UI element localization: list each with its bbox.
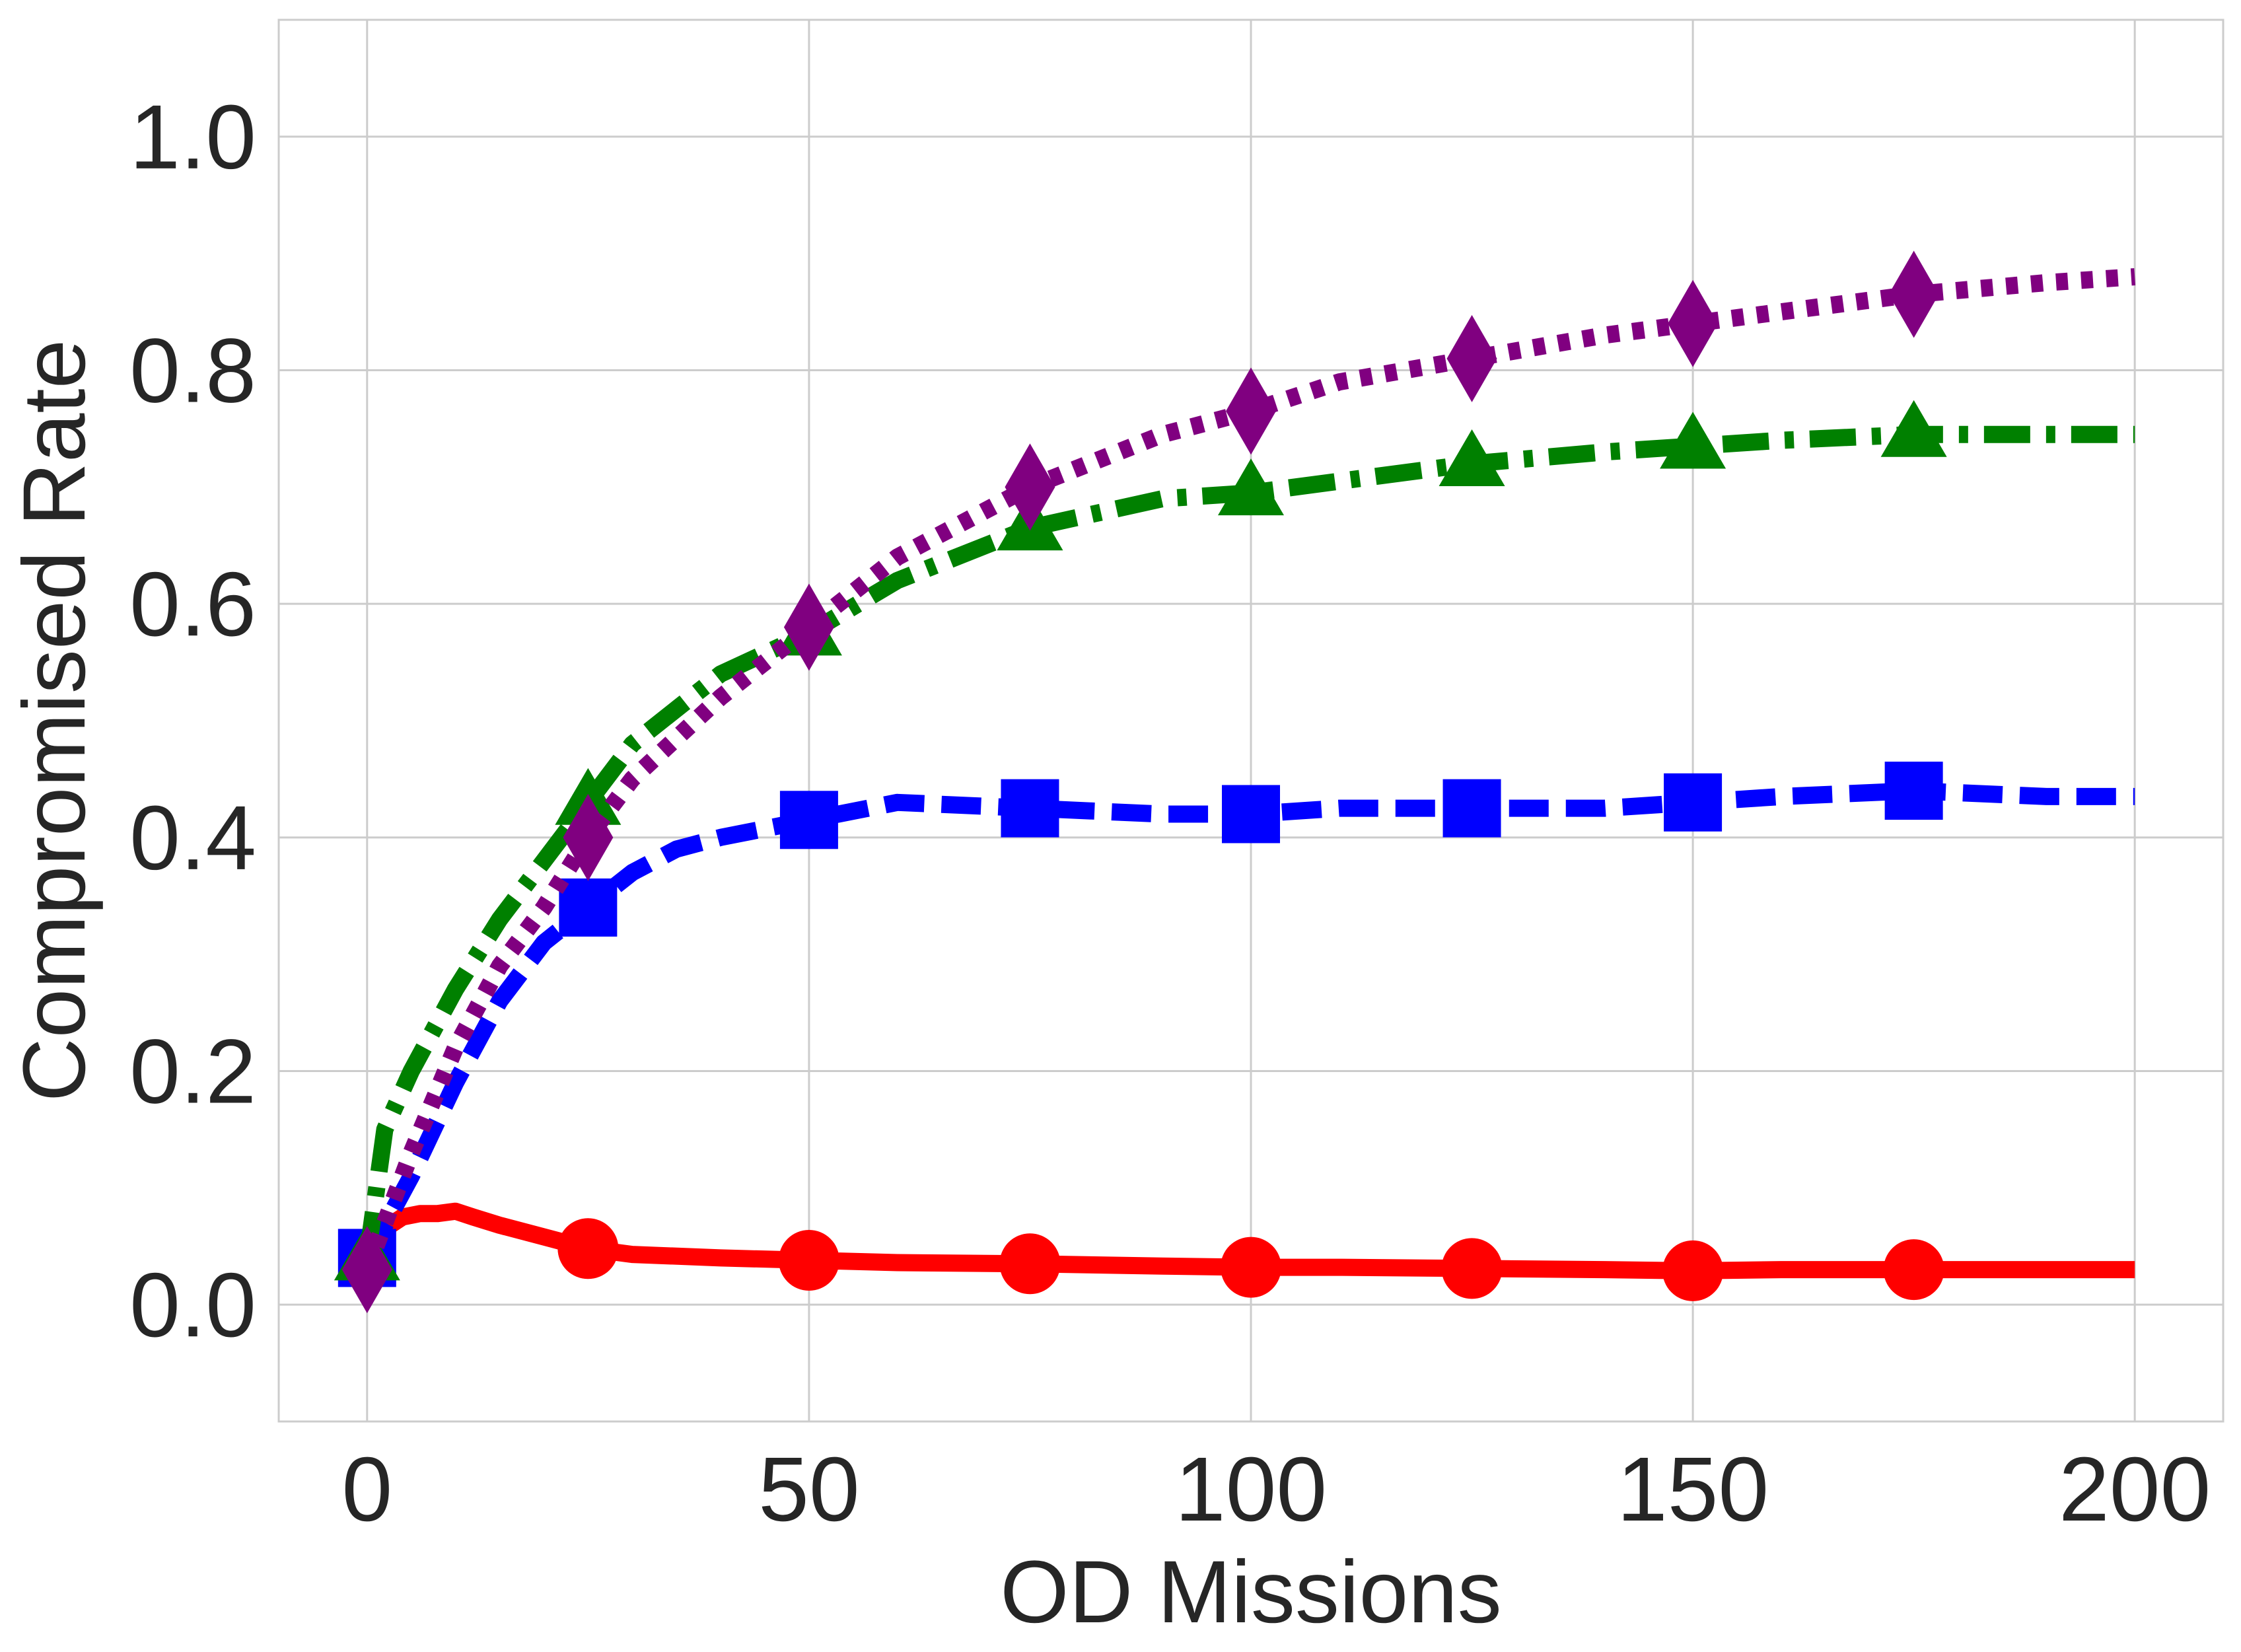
- data-point: [1668, 279, 1719, 367]
- data-point: [1446, 314, 1497, 402]
- y-tick-label: 0.4: [129, 787, 256, 889]
- data-point: [1662, 1240, 1724, 1301]
- data-point: [1222, 785, 1280, 844]
- data-point: [557, 1218, 619, 1279]
- data-point: [1221, 1237, 1281, 1298]
- data-point: [1218, 458, 1284, 516]
- y-tick-label: 1.0: [129, 87, 256, 188]
- data-point: [1883, 1239, 1944, 1301]
- x-tick-label: 100: [1175, 1439, 1327, 1540]
- x-tick-label: 50: [758, 1439, 860, 1540]
- series-line: [358, 425, 2135, 1260]
- y-axis-label: Compromised Rate: [5, 340, 104, 1102]
- x-tick-label: 0: [341, 1439, 392, 1540]
- series-line: [359, 782, 2135, 1262]
- data-point: [1664, 773, 1723, 832]
- data-point: [783, 583, 834, 671]
- data-point: [1439, 429, 1505, 486]
- data-point: [1660, 412, 1726, 469]
- y-tick-label: 0.2: [129, 1021, 256, 1123]
- data-point: [1884, 762, 1943, 820]
- data-point: [1880, 400, 1947, 457]
- data-point: [1442, 779, 1501, 838]
- data-point: [1005, 443, 1055, 531]
- x-tick-label: 200: [2059, 1439, 2211, 1540]
- data-point: [999, 1233, 1061, 1295]
- data-point: [1441, 1238, 1503, 1299]
- y-tick-label: 0.6: [129, 554, 256, 655]
- data-point: [341, 1226, 392, 1314]
- data-point: [779, 791, 838, 849]
- data-point: [563, 793, 614, 881]
- data-point: [559, 878, 618, 937]
- series-group: [334, 250, 2136, 1314]
- y-tick-label: 0.8: [129, 320, 256, 422]
- x-tick-label: 150: [1617, 1439, 1769, 1540]
- y-tick-label: 0.0: [129, 1254, 256, 1356]
- x-axis-label: OD Missions: [1000, 1543, 1501, 1641]
- series-purple-diamonds: [341, 250, 2136, 1314]
- series-red-circles: [359, 1202, 2135, 1301]
- data-point: [1888, 250, 1939, 338]
- data-point: [1226, 367, 1276, 455]
- data-point: [1001, 779, 1059, 838]
- tick-labels: 0 50 100 150 200 0.0 0.2 0.4 0.6 0.8 1.0: [129, 87, 2211, 1540]
- data-point: [778, 1229, 839, 1291]
